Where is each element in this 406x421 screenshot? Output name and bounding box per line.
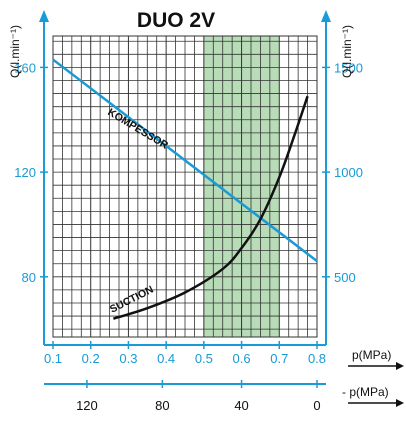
x2-tick-label: 120 [76, 398, 98, 413]
left-tick-label: 120 [14, 165, 36, 180]
kompessor-line [52, 58, 318, 263]
left-axis-arrow-icon [39, 10, 49, 22]
x-tick-label: 0.5 [195, 351, 213, 366]
left-tick-label: 160 [14, 60, 36, 75]
x2-tick-label: 80 [155, 398, 169, 413]
right-tick-label: 1000 [334, 165, 363, 180]
x2-axis-label: - p(MPa) [342, 385, 389, 399]
left-tick-label: 80 [22, 270, 36, 285]
neg-p-axis-arrow-icon [396, 399, 404, 407]
x2-tick-label: 0 [313, 398, 320, 413]
x-tick-label: 0.7 [270, 351, 288, 366]
right-axis-arrow-icon [321, 10, 331, 22]
x2-tick-label: 40 [234, 398, 248, 413]
right-tick-label: 1500 [334, 60, 363, 75]
x-tick-label: 0.2 [82, 351, 100, 366]
chart-title: DUO 2V [137, 9, 215, 32]
x-axis-label: p(MPa) [352, 348, 391, 362]
suction-label: SUCTION [108, 284, 156, 316]
right-y-axis-label: Q(l.min⁻¹) [340, 25, 354, 78]
x-tick-label: 0.4 [157, 351, 175, 366]
x-tick-label: 0.6 [233, 351, 251, 366]
left-y-axis-label: Q(l.min⁻¹) [8, 25, 22, 78]
x-tick-label: 0.3 [119, 351, 137, 366]
x-tick-label: 0.1 [44, 351, 62, 366]
suction-curve [112, 95, 309, 320]
p-axis-arrow-icon [396, 362, 404, 370]
plot-frame [52, 35, 318, 338]
right-tick-label: 500 [334, 270, 356, 285]
x-tick-label: 0.8 [308, 351, 326, 366]
